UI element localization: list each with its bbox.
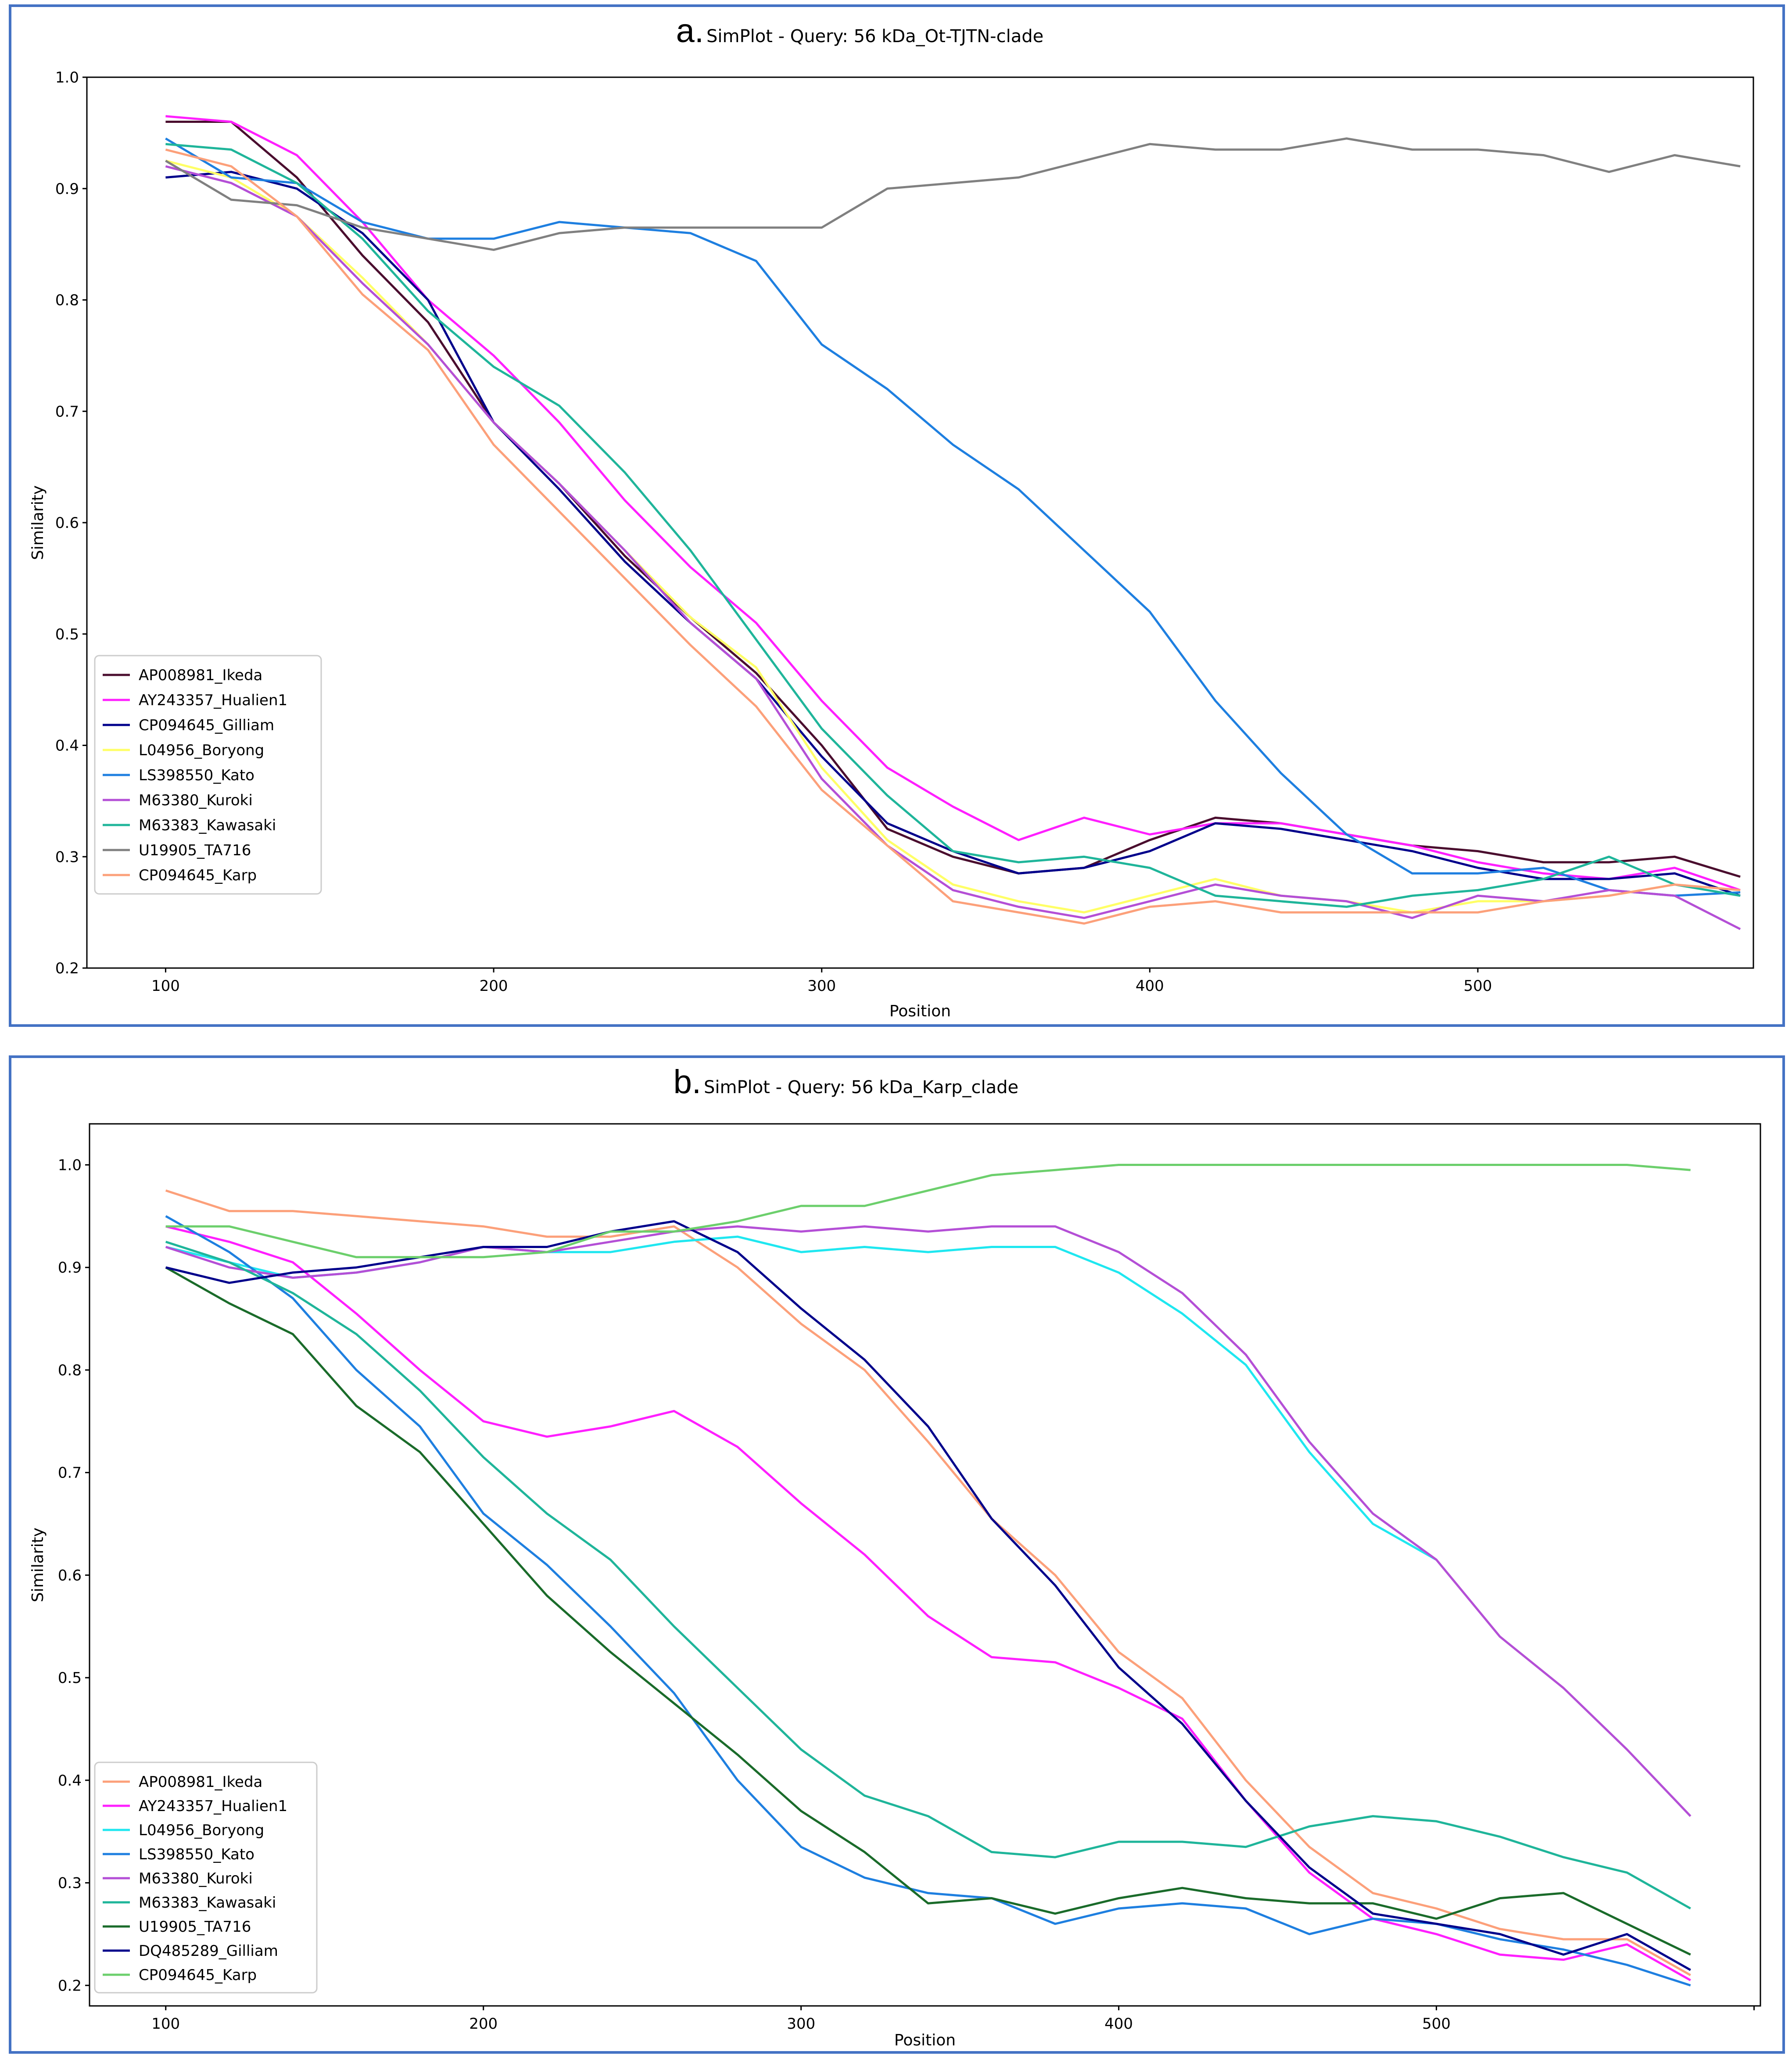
y-tick-label: 0.6 (55, 514, 79, 532)
y-tick-label: 0.8 (58, 1362, 82, 1379)
simplot-chart-b: b. SimPlot - Query: 56 kDa_Karp_clade 0.… (29, 1063, 1761, 2049)
y-tick-label: 0.3 (58, 1875, 82, 1892)
legend-entry: DQ485289_Gilliam (139, 1942, 278, 1960)
legend-entry: AP008981_Ikeda (139, 1773, 262, 1791)
y-tick-label: 0.5 (55, 626, 79, 643)
y-tick-label: 0.3 (55, 848, 79, 866)
axis-ticks: 0.2 0.3 0.4 0.5 0.6 0.7 0.8 0.9 1.0 100 200 300 400 5… (58, 1156, 1755, 2033)
y-tick-label: 0.4 (58, 1772, 82, 1790)
series-line-cp094645-karp (165, 1164, 1691, 1259)
x-tick-label: 500 (1464, 977, 1492, 995)
y-tick-label: 0.9 (55, 180, 79, 198)
series-line-u19905-ta716 (165, 1266, 1691, 1956)
y-axis-label: Similarity (29, 1528, 47, 1602)
legend-entry: CP094645_Karp (139, 867, 257, 884)
x-tick-label: 300 (787, 2015, 815, 2033)
y-tick-label: 0.7 (55, 403, 79, 420)
panel-a: a. SimPlot - Query: 56 kDa_Ot-TJTN-clade… (9, 4, 1785, 1027)
legend-entry: AY243357_Hualien1 (139, 1797, 287, 1815)
legend-entry: U19905_TA716 (139, 1918, 251, 1936)
x-tick-label: 100 (151, 977, 180, 995)
chart-title: SimPlot - Query: 56 kDa_Karp_clade (704, 1077, 1018, 1098)
data-lines (165, 1164, 1692, 1987)
x-tick-label: 200 (469, 2015, 498, 2033)
series-line-ls398550-kato (165, 1215, 1691, 1987)
simplot-chart-a: a. SimPlot - Query: 56 kDa_Ot-TJTN-clade… (29, 12, 1754, 1020)
legend-box (94, 655, 322, 895)
legend-box (94, 1761, 318, 1994)
panel-label: b. (674, 1063, 701, 1101)
x-tick-label: 500 (1422, 2015, 1451, 2033)
y-tick-label: 0.4 (55, 737, 79, 755)
legend-entry: CP094645_Karp (139, 1966, 257, 1984)
y-tick-label: 0.2 (55, 960, 79, 977)
chart-title: SimPlot - Query: 56 kDa_Ot-TJTN-clade (706, 26, 1043, 47)
legend-entry: LS398550_Kato (139, 767, 254, 784)
series-line-ls398550-kato (165, 137, 1741, 897)
panel-b: b. SimPlot - Query: 56 kDa_Karp_clade 0.… (9, 1055, 1785, 2054)
legend-entry: M63380_Kuroki (139, 792, 253, 809)
legend-entry: U19905_TA716 (139, 842, 251, 859)
x-tick-label: 100 (151, 2015, 180, 2033)
x-tick-label: 200 (480, 977, 508, 995)
axis-ticks: 0.2 0.3 0.4 0.5 0.6 0.7 0.8 0.9 1.0 100 200 300 400 5… (55, 69, 1492, 995)
series-line-m63383-kawasaki (165, 143, 1741, 908)
legend-entry: AY243357_Hualien1 (139, 692, 287, 709)
panel-label: a. (676, 12, 704, 50)
y-tick-label: 1.0 (58, 1156, 82, 1174)
legend-entry: CP094645_Gilliam (139, 717, 274, 734)
series-line-ap008981-ikeda (165, 1189, 1691, 1976)
legend-entry: M63380_Kuroki (139, 1870, 253, 1887)
y-tick-label: 1.0 (55, 69, 79, 86)
series-line-m63380-kuroki (165, 1225, 1692, 1817)
series-line-ap008981-ikeda (165, 121, 1741, 878)
legend-entry: M63383_Kawasaki (139, 1894, 276, 1912)
legend: AP008981_Ikeda AY243357_Hualien1 CP094645_… (94, 655, 322, 895)
legend-entry: L04956_Boryong (139, 742, 264, 759)
legend: AP008981_Ikeda AY243357_Hualien1 L04956_Bo… (94, 1761, 318, 1994)
y-axis-label: Similarity (29, 485, 47, 560)
plot-frame (86, 76, 1754, 969)
x-axis-label: Position (894, 2031, 956, 2049)
y-tick-label: 0.9 (58, 1259, 82, 1277)
legend-entry: L04956_Boryong (139, 1822, 264, 1839)
y-tick-label: 0.2 (58, 1977, 82, 1994)
series-line-m63383-kawasaki (165, 1241, 1691, 1910)
legend-entry: M63383_Kawasaki (139, 817, 276, 834)
y-tick-label: 0.5 (58, 1669, 82, 1687)
series-line-ay243357-hualien1 (165, 1225, 1691, 1981)
legend-entry: LS398550_Kato (139, 1846, 254, 1863)
plot-frame (89, 1123, 1761, 2007)
series-line-cp094645-karp (165, 148, 1741, 925)
series-line-dq485289-gilliam (165, 1220, 1691, 1971)
y-tick-label: 0.7 (58, 1464, 82, 1482)
x-tick-label: 400 (1136, 977, 1164, 995)
x-tick-label: 300 (807, 977, 836, 995)
series-line-u19905-ta716 (165, 137, 1741, 251)
y-tick-label: 0.6 (58, 1567, 82, 1584)
data-lines (165, 115, 1741, 930)
y-tick-label: 0.8 (55, 292, 79, 309)
series-line-cp094645-gilliam (165, 171, 1741, 897)
legend-entry: AP008981_Ikeda (139, 667, 262, 684)
x-axis-label: Position (889, 1002, 951, 1020)
x-tick-label: 400 (1104, 2015, 1133, 2033)
series-line-l04956-boryong (165, 1235, 1437, 1561)
series-line-m63380-kuroki (165, 165, 1741, 930)
